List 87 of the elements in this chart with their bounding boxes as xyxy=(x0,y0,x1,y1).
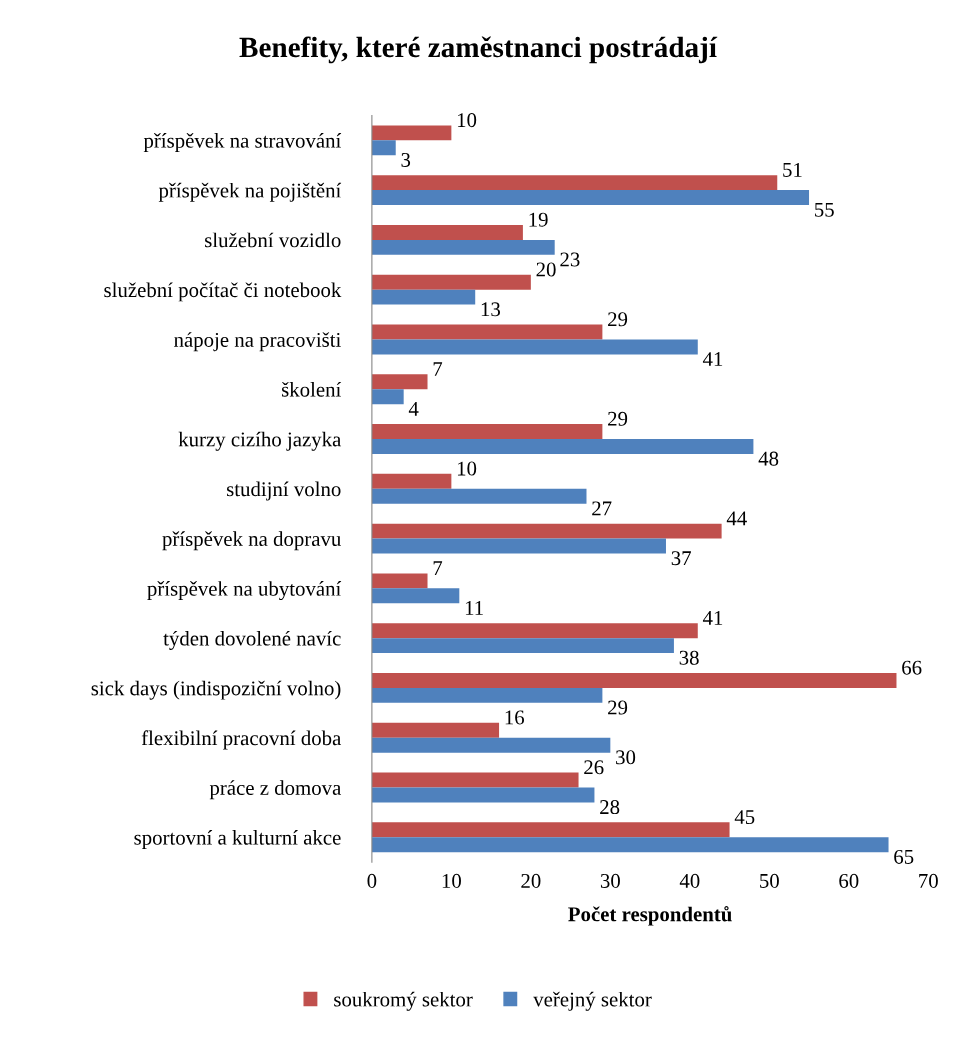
y-tick-label: sportovní a kulturní akce xyxy=(134,830,341,849)
y-tick-label: práce z domova xyxy=(209,780,342,800)
bar xyxy=(371,175,778,191)
bar xyxy=(371,140,396,156)
bar xyxy=(371,488,587,504)
y-tick-label: kurzy cizího jazyka xyxy=(178,431,342,451)
y-tick-label: studijní volno xyxy=(227,481,341,501)
bar xyxy=(371,239,555,255)
data-label: 65 xyxy=(894,849,914,864)
data-label: 10 xyxy=(457,113,477,128)
data-label: 26 xyxy=(584,760,604,775)
data-label: 29 xyxy=(608,700,628,715)
data-label: 19 xyxy=(529,212,548,227)
bar xyxy=(371,722,500,738)
x-tick-label: 10 xyxy=(442,873,461,888)
x-tick-label: 40 xyxy=(679,873,700,888)
data-label: 41 xyxy=(702,352,723,366)
data-label: 41 xyxy=(702,610,723,625)
y-tick-label: příspěvek na dopravu xyxy=(162,531,341,551)
bar xyxy=(371,523,722,539)
bar xyxy=(371,190,810,206)
bar xyxy=(371,473,452,489)
bar xyxy=(371,439,754,454)
data-label: 48 xyxy=(758,451,779,466)
bar xyxy=(371,573,428,589)
data-label: 7 xyxy=(433,561,443,575)
y-tick-label: příspěvek na pojištění xyxy=(158,182,342,202)
data-label: 30 xyxy=(616,750,636,765)
bar xyxy=(371,324,603,340)
data-label: 38 xyxy=(679,650,699,665)
data-label: 20 xyxy=(536,262,556,277)
bar xyxy=(371,424,603,440)
data-label: 16 xyxy=(505,710,525,725)
bar xyxy=(371,638,674,654)
data-label: 45 xyxy=(734,810,755,825)
bar xyxy=(371,687,603,703)
bar xyxy=(371,125,452,141)
y-tick-label: týden dovolené navíc xyxy=(163,630,341,650)
bar xyxy=(371,623,698,639)
x-tick-label: 50 xyxy=(760,873,779,888)
bar xyxy=(371,389,404,405)
y-tick-label: příspěvek na stravování xyxy=(143,133,342,153)
x-tick-label: 70 xyxy=(919,873,938,888)
y-tick-label: služební vozidlo xyxy=(205,232,341,248)
data-label: 7 xyxy=(433,362,443,376)
bar xyxy=(371,672,897,688)
bar xyxy=(371,224,523,240)
x-tick-label: 20 xyxy=(521,873,541,888)
data-label: 13 xyxy=(481,302,500,317)
y-tick-label: nápoje na pracovišti xyxy=(174,332,341,352)
y-tick-label: služební počítač či notebook xyxy=(104,282,342,302)
data-label: 27 xyxy=(592,501,612,516)
data-label: 29 xyxy=(608,411,628,426)
data-label: 10 xyxy=(457,461,477,476)
chart-title: Benefity, které zaměstnanci postrádají xyxy=(239,36,718,64)
data-label: 51 xyxy=(783,162,802,177)
y-tick-label: sick days (indispoziční volno) xyxy=(91,680,341,700)
x-tick-label: 0 xyxy=(367,873,377,888)
bar xyxy=(371,737,611,753)
legend-label: veřejný sektor xyxy=(533,991,652,1011)
data-label: 4 xyxy=(408,401,419,416)
bar xyxy=(371,538,666,554)
data-label: 66 xyxy=(902,660,922,675)
data-label: 11 xyxy=(465,601,483,615)
bar xyxy=(371,772,579,788)
bar xyxy=(371,274,531,290)
legend-label: soukromý sektor xyxy=(334,991,473,1011)
y-tick-label: flexibilní pracovní doba xyxy=(141,730,342,750)
bar xyxy=(371,588,460,604)
x-tick-label: 60 xyxy=(839,873,859,888)
bar xyxy=(371,837,889,853)
data-label: 3 xyxy=(401,152,411,167)
data-label: 55 xyxy=(815,202,834,217)
data-label: 28 xyxy=(600,800,620,815)
data-label: 37 xyxy=(671,551,691,566)
bar xyxy=(371,289,476,305)
bar xyxy=(371,787,595,803)
bar xyxy=(371,339,698,355)
x-axis-title: Počet respondentů xyxy=(568,906,732,926)
data-label: 44 xyxy=(726,511,747,526)
data-label: 23 xyxy=(560,252,580,267)
y-tick-label: příspěvek na ubytování xyxy=(147,581,342,601)
x-tick-label: 30 xyxy=(600,873,620,888)
bar xyxy=(371,822,730,838)
bar xyxy=(371,374,428,390)
y-tick-label: školení xyxy=(282,381,342,397)
data-label: 29 xyxy=(608,312,628,327)
